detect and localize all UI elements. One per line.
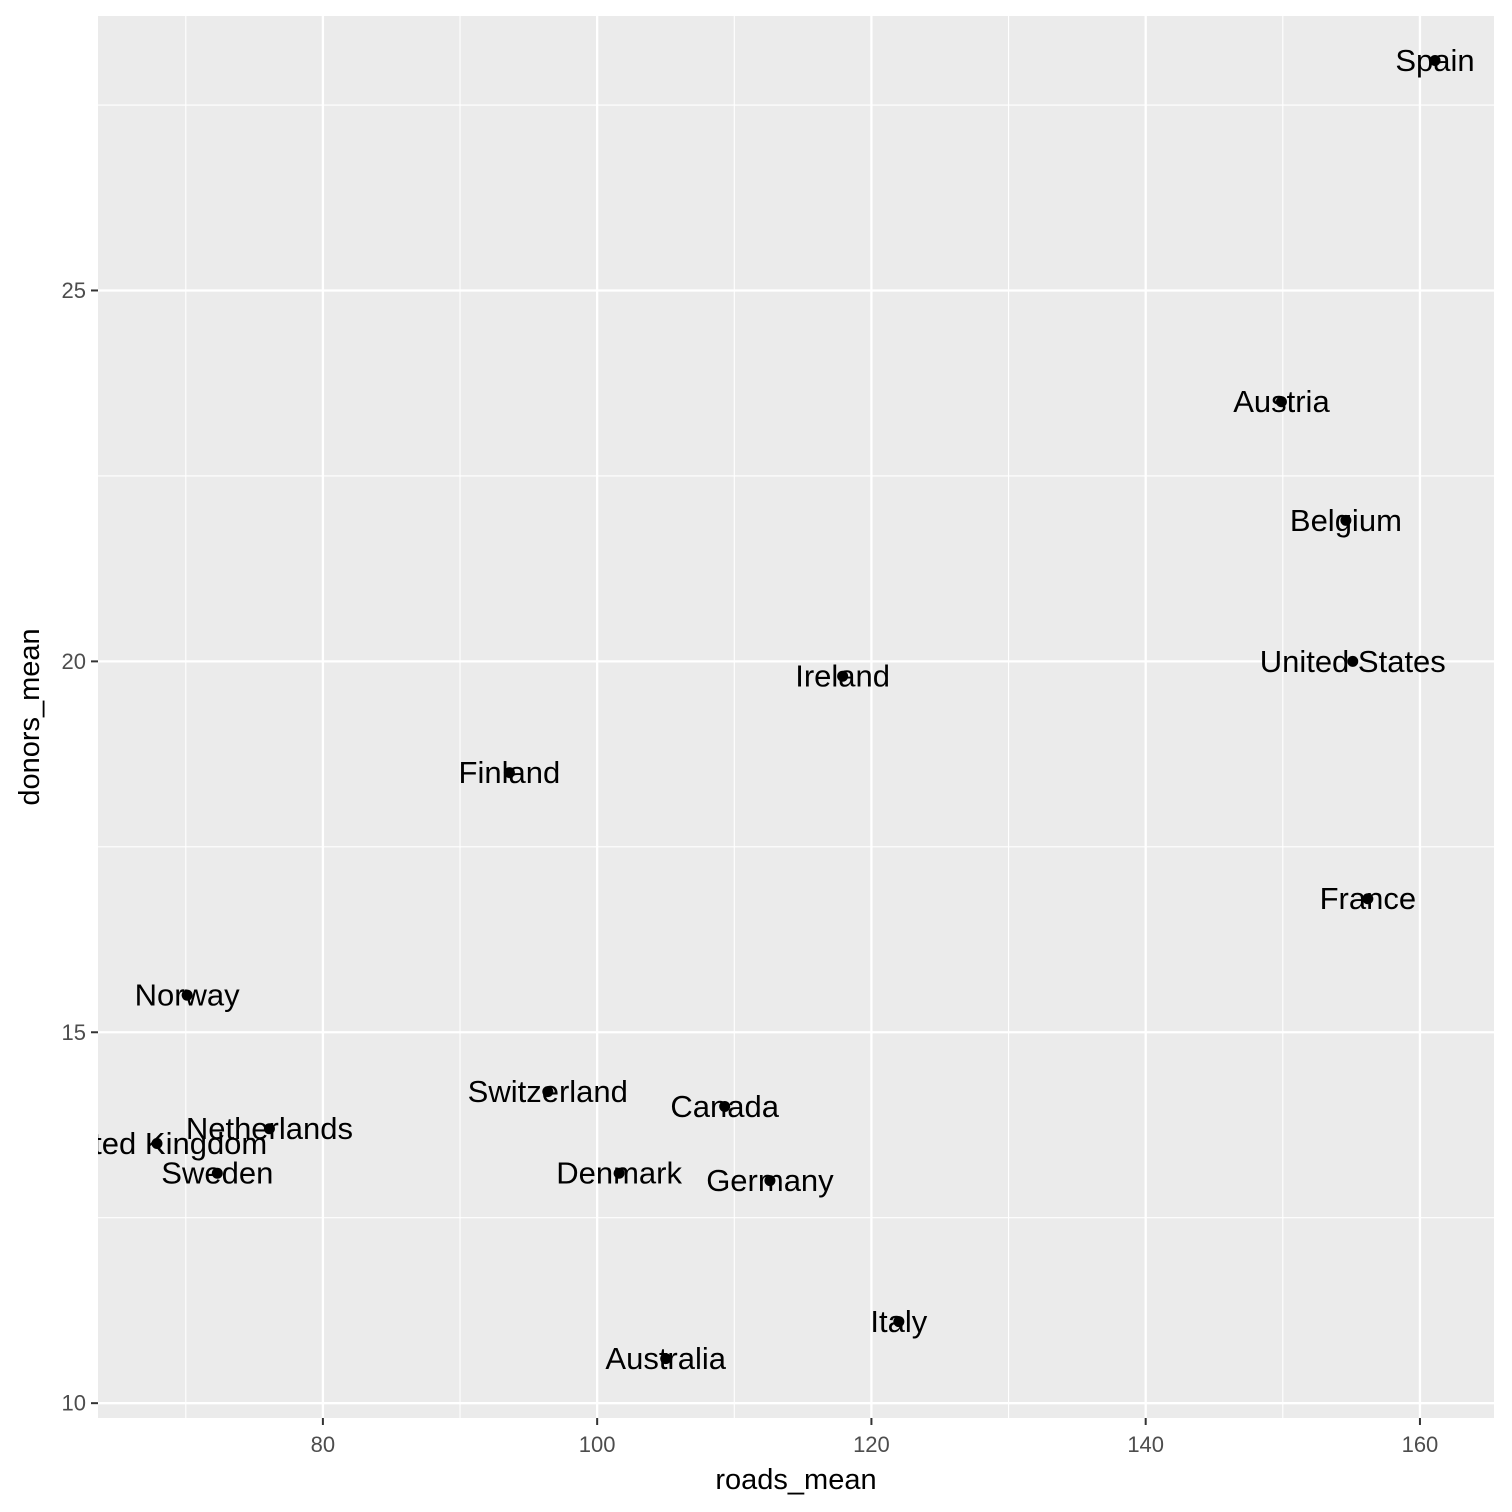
plot-panel [98, 16, 1494, 1418]
data-point [837, 670, 849, 682]
point-label: United States [1260, 644, 1446, 679]
data-point [151, 1138, 163, 1150]
data-point [263, 1123, 275, 1135]
minor-gridlines [98, 16, 1494, 1418]
data-point [1275, 396, 1287, 408]
point-label: United Kingdom [47, 1126, 268, 1161]
x-axis: 80 100 120 140 160 [311, 1418, 1439, 1457]
y-axis: 10 15 20 25 [62, 278, 98, 1416]
point-labels: Spain Austria Belgium United States Ireland F… [47, 43, 1475, 1376]
x-tick-label: 160 [1402, 1432, 1439, 1457]
point-label: Spain [1395, 43, 1474, 78]
data-point [1429, 55, 1441, 67]
data-point [613, 1167, 625, 1179]
data-point [719, 1100, 731, 1112]
point-label: France [1320, 881, 1416, 916]
x-tick-label: 140 [1127, 1432, 1164, 1457]
data-point [211, 1167, 223, 1179]
point-label: Italy [870, 1304, 927, 1339]
point-label: Switzerland [468, 1074, 628, 1109]
point-label: Germany [706, 1163, 834, 1198]
data-point [764, 1175, 776, 1187]
point-label: Norway [135, 978, 241, 1013]
y-axis-title: donors_mean [14, 628, 46, 805]
major-gridlines [98, 16, 1494, 1418]
point-label: Austria [1233, 384, 1330, 419]
point-label: Belgium [1290, 503, 1402, 538]
x-axis-title: roads_mean [715, 1464, 876, 1496]
point-label: Denmark [556, 1156, 682, 1191]
data-point [1340, 514, 1352, 526]
point-label: Sweden [161, 1156, 273, 1191]
data-point [503, 767, 515, 779]
x-tick-label: 120 [853, 1432, 890, 1457]
point-label: Australia [605, 1341, 726, 1376]
y-tick-label: 25 [62, 278, 86, 303]
x-tick-label: 80 [311, 1432, 335, 1457]
y-tick-label: 10 [62, 1391, 86, 1416]
point-label: Netherlands [186, 1111, 353, 1146]
point-label: Canada [670, 1089, 779, 1124]
data-point [1362, 893, 1374, 905]
y-tick-label: 20 [62, 649, 86, 674]
data-point [893, 1316, 905, 1328]
x-tick-label: 100 [579, 1432, 616, 1457]
point-label: Ireland [795, 659, 890, 694]
point-label: Finland [459, 755, 561, 790]
data-point [660, 1353, 672, 1365]
y-tick-label: 15 [62, 1020, 86, 1045]
data-points [151, 55, 1441, 1365]
data-point [181, 989, 193, 1001]
data-point [1347, 655, 1359, 667]
data-point [542, 1086, 554, 1098]
